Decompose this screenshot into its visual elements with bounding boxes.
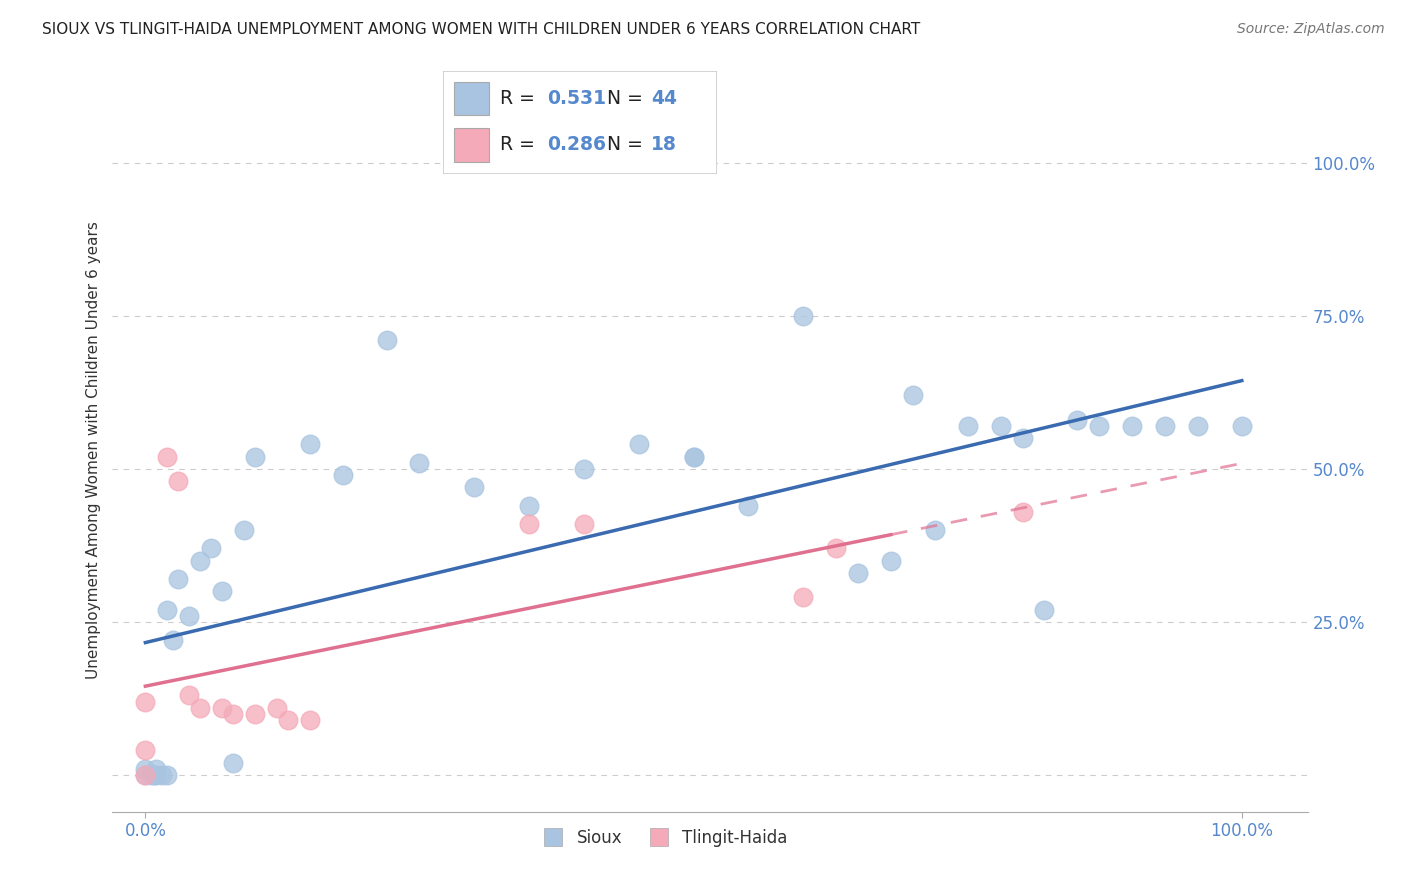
Point: [266, 700, 288, 714]
Point: [139, 768, 162, 782]
Point: [134, 694, 156, 708]
Text: 44: 44: [651, 88, 678, 108]
Point: [211, 700, 233, 714]
Text: 0.286: 0.286: [547, 135, 606, 153]
Point: [156, 602, 179, 616]
Point: [682, 450, 704, 464]
Point: [682, 450, 704, 464]
Point: [179, 608, 201, 623]
Text: 18: 18: [651, 135, 678, 153]
Point: [179, 689, 201, 703]
Point: [134, 762, 156, 776]
Point: [463, 480, 485, 494]
Point: [188, 700, 211, 714]
Point: [1011, 505, 1033, 519]
Text: N =: N =: [607, 135, 650, 153]
Point: [156, 450, 179, 464]
Text: R =: R =: [501, 135, 541, 153]
Point: [572, 516, 595, 531]
Point: [332, 467, 354, 482]
Point: [145, 768, 167, 782]
Point: [134, 768, 156, 782]
Point: [1088, 419, 1111, 434]
Legend: Sioux, Tlingit-Haida: Sioux, Tlingit-Haida: [530, 822, 794, 854]
Point: [188, 554, 211, 568]
Text: 0.531: 0.531: [547, 88, 606, 108]
Point: [145, 762, 167, 776]
Text: Source: ZipAtlas.com: Source: ZipAtlas.com: [1237, 22, 1385, 37]
Point: [150, 768, 173, 782]
Text: SIOUX VS TLINGIT-HAIDA UNEMPLOYMENT AMONG WOMEN WITH CHILDREN UNDER 6 YEARS CORR: SIOUX VS TLINGIT-HAIDA UNEMPLOYMENT AMON…: [42, 22, 921, 37]
Point: [572, 462, 595, 476]
Point: [134, 768, 156, 782]
Point: [792, 591, 814, 605]
Point: [277, 713, 299, 727]
Point: [1230, 419, 1253, 434]
FancyBboxPatch shape: [454, 128, 489, 161]
Point: [143, 768, 166, 782]
Y-axis label: Unemployment Among Women with Children Under 6 years: Unemployment Among Women with Children U…: [86, 221, 101, 680]
Point: [167, 572, 190, 586]
Point: [233, 523, 256, 537]
Point: [880, 554, 903, 568]
Point: [737, 499, 759, 513]
Point: [517, 516, 540, 531]
Point: [298, 713, 321, 727]
Point: [517, 499, 540, 513]
Text: R =: R =: [501, 88, 541, 108]
Point: [408, 456, 430, 470]
FancyBboxPatch shape: [443, 71, 717, 174]
Point: [222, 756, 245, 770]
Point: [243, 706, 266, 721]
FancyBboxPatch shape: [454, 82, 489, 115]
Point: [375, 333, 398, 347]
Point: [167, 474, 190, 488]
Point: [211, 584, 233, 599]
Point: [200, 541, 222, 556]
Point: [825, 541, 848, 556]
Point: [298, 437, 321, 451]
Point: [162, 633, 184, 648]
Point: [956, 419, 979, 434]
Point: [1121, 419, 1143, 434]
Point: [1187, 419, 1209, 434]
Point: [1154, 419, 1177, 434]
Point: [627, 437, 650, 451]
Point: [792, 309, 814, 323]
Point: [243, 450, 266, 464]
Text: N =: N =: [607, 88, 650, 108]
Point: [901, 388, 924, 402]
Point: [924, 523, 946, 537]
Point: [156, 768, 179, 782]
Point: [222, 706, 245, 721]
Point: [134, 743, 156, 757]
Point: [846, 566, 869, 580]
Point: [990, 419, 1012, 434]
Point: [1011, 431, 1033, 445]
Point: [1033, 602, 1056, 616]
Point: [1066, 413, 1088, 427]
